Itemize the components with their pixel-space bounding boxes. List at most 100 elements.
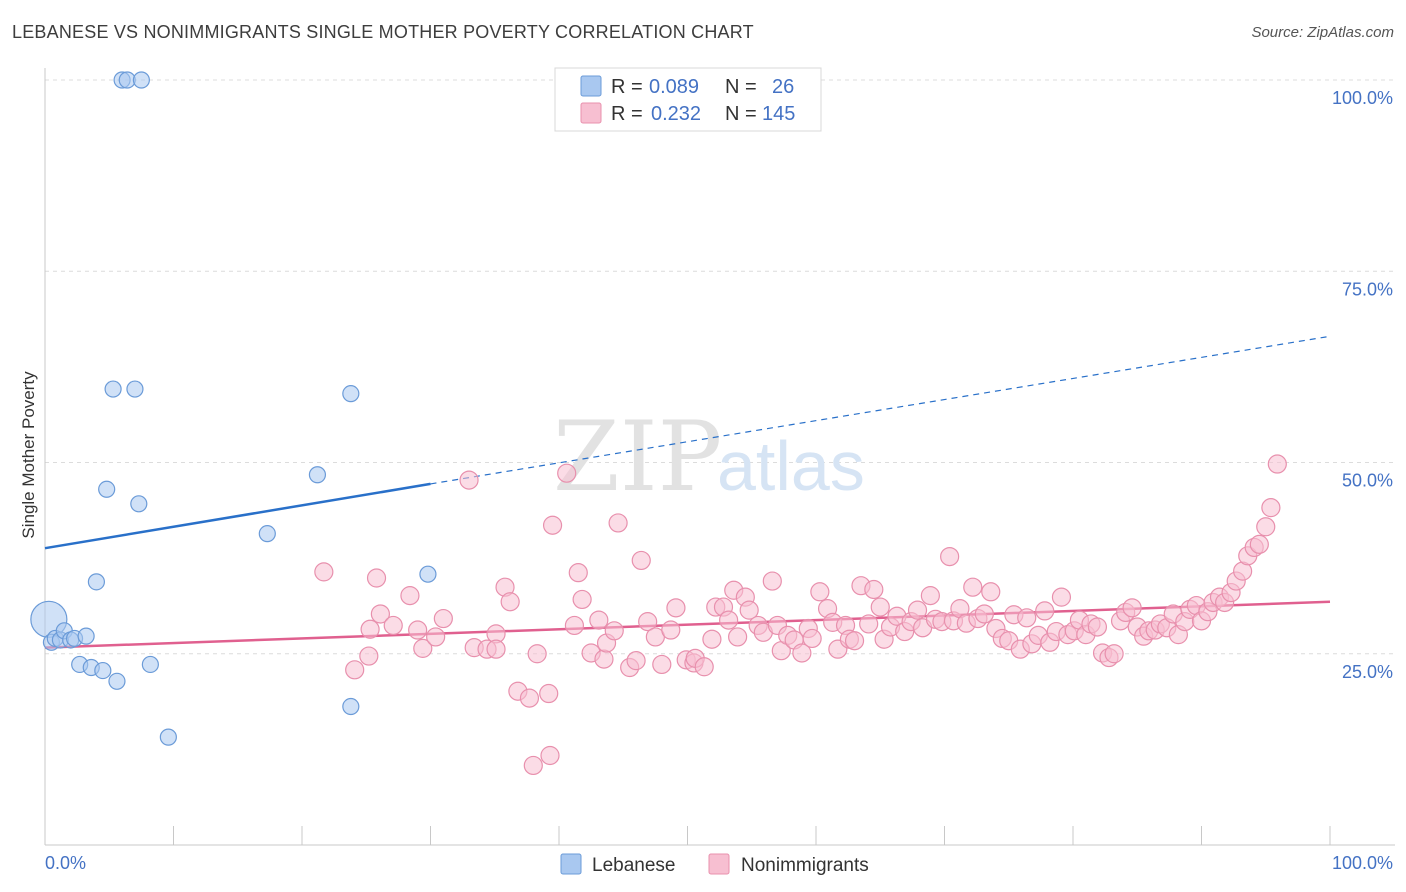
nonimmigrants-point (366, 568, 387, 588)
nonimmigrants-point (1261, 498, 1281, 518)
nonimmigrants-point (360, 619, 380, 639)
nonimmigrants-point (542, 515, 563, 535)
y-tick-label: 25.0% (1342, 662, 1393, 682)
nonimmigrants-point (920, 586, 940, 606)
nonimmigrants-point (728, 627, 748, 647)
chart-title: LEBANESE VS NONIMMIGRANTS SINGLE MOTHER … (12, 22, 754, 42)
nonimmigrants-point (486, 639, 506, 659)
nonimmigrants-point (413, 638, 433, 658)
legend-lebanese-swatch-icon (560, 853, 582, 875)
nonimmigrants-point (719, 610, 739, 630)
lebanese-point (132, 71, 150, 89)
nonimmigrants-point (1267, 454, 1287, 474)
legend-lebanese-label: Lebanese (592, 855, 675, 876)
lebanese-swatch-icon (580, 75, 602, 97)
grid-lines (45, 79, 1395, 655)
data-points (30, 71, 1287, 776)
nonimmigrants-point (1035, 601, 1055, 621)
nonimmigrants-point (694, 657, 714, 677)
lebanese-point (308, 466, 327, 484)
series-legend: Lebanese Nonimmigrants (560, 853, 869, 876)
lebanese-point (159, 728, 177, 746)
lebanese-trend-extension (430, 335, 1331, 485)
r-value-lebanese: 0.089 (649, 76, 699, 98)
nonimmigrants-point (572, 589, 592, 610)
nonimmigrants-point (864, 579, 884, 600)
nonimmigrants-point (1256, 517, 1276, 537)
lebanese-point (126, 380, 144, 398)
stats-legend: R = 0.089 N = 26 R = 0.232 N = 145 (554, 67, 822, 132)
nonimmigrants-point (940, 546, 960, 567)
lebanese-point (342, 385, 360, 403)
n-label-nonimmigrants: N = (725, 103, 757, 125)
nonimmigrants-point (1087, 617, 1108, 637)
lebanese-point (104, 380, 122, 398)
lebanese-point (87, 573, 106, 591)
nonimmigrants-point (400, 586, 420, 606)
lebanese-point (141, 655, 159, 674)
nonimmigrants-point (981, 582, 1001, 602)
lebanese-point (342, 697, 360, 716)
nonimmigrants-point (631, 550, 651, 571)
n-value-lebanese: 26 (772, 76, 794, 98)
nonimmigrants-point (1051, 587, 1072, 607)
nonimmigrants-point (539, 683, 559, 704)
nonimmigrants-point (589, 610, 609, 630)
nonimmigrants-point (604, 621, 624, 641)
lebanese-point (258, 525, 276, 543)
r-value-nonimmigrants: 0.232 (651, 103, 701, 125)
legend-nonimmigrants-label: Nonimmigrants (741, 855, 869, 876)
nonimmigrants-point (762, 571, 782, 591)
nonimmigrants-point (652, 654, 672, 675)
watermark-atlas: atlas (717, 427, 865, 505)
nonimmigrants-point (540, 745, 560, 766)
nonimmigrants-point (1122, 598, 1142, 618)
nonimmigrants-swatch-icon (580, 102, 602, 124)
nonimmigrants-point (1104, 644, 1124, 664)
nonimmigrants-point (426, 627, 446, 647)
nonimmigrants-point (702, 629, 722, 649)
nonimmigrants-point (907, 600, 928, 620)
nonimmigrants-point (608, 513, 628, 533)
nonimmigrants-point (383, 615, 403, 636)
legend-nonimmigrants-swatch-icon (708, 853, 730, 875)
nonimmigrants-point (739, 600, 759, 620)
y-axis-label: Single Mother Poverty (19, 371, 38, 539)
nonimmigrants-point (523, 755, 543, 776)
lebanese-point (77, 627, 95, 645)
y-tick-label: 50.0% (1342, 471, 1393, 491)
nonimmigrants-point (802, 628, 822, 649)
lebanese-point (94, 661, 112, 680)
n-label-lebanese: N = (725, 76, 757, 98)
y-tick-label: 75.0% (1342, 279, 1393, 299)
n-value-nonimmigrants: 145 (762, 103, 795, 125)
nonimmigrants-point (594, 649, 614, 669)
r-label-lebanese: R = (611, 76, 643, 98)
nonimmigrants-point (844, 631, 865, 651)
nonimmigrants-point (370, 604, 390, 624)
nonimmigrants-point (1017, 608, 1037, 628)
nonimmigrants-point (359, 646, 379, 666)
watermark-zip: ZIP (553, 401, 722, 513)
y-tick-labels: 25.0% 50.0% 75.0% 100.0% (1332, 88, 1393, 682)
x-tick-labels: 0.0% 100.0% (45, 853, 1393, 873)
nonimmigrants-point (870, 597, 890, 617)
nonimmigrants-point (859, 614, 879, 634)
nonimmigrants-point (459, 470, 479, 490)
nonimmigrants-point (557, 463, 577, 483)
nonimmigrants-point (638, 612, 658, 632)
nonimmigrants-point (568, 563, 588, 583)
nonimmigrants-point (345, 660, 365, 680)
nonimmigrants-point (792, 643, 812, 663)
y-tick-label: 100.0% (1332, 88, 1393, 108)
lebanese-trend-line (44, 482, 431, 550)
lebanese-point (98, 480, 116, 498)
trend-lines (44, 335, 1331, 649)
nonimmigrants-point (626, 651, 646, 671)
nonimmigrants-point (500, 592, 520, 612)
x-tick-label-max: 100.0% (1332, 853, 1393, 873)
axes (44, 68, 1395, 846)
nonimmigrants-point (408, 620, 428, 640)
nonimmigrants-point (963, 577, 983, 597)
